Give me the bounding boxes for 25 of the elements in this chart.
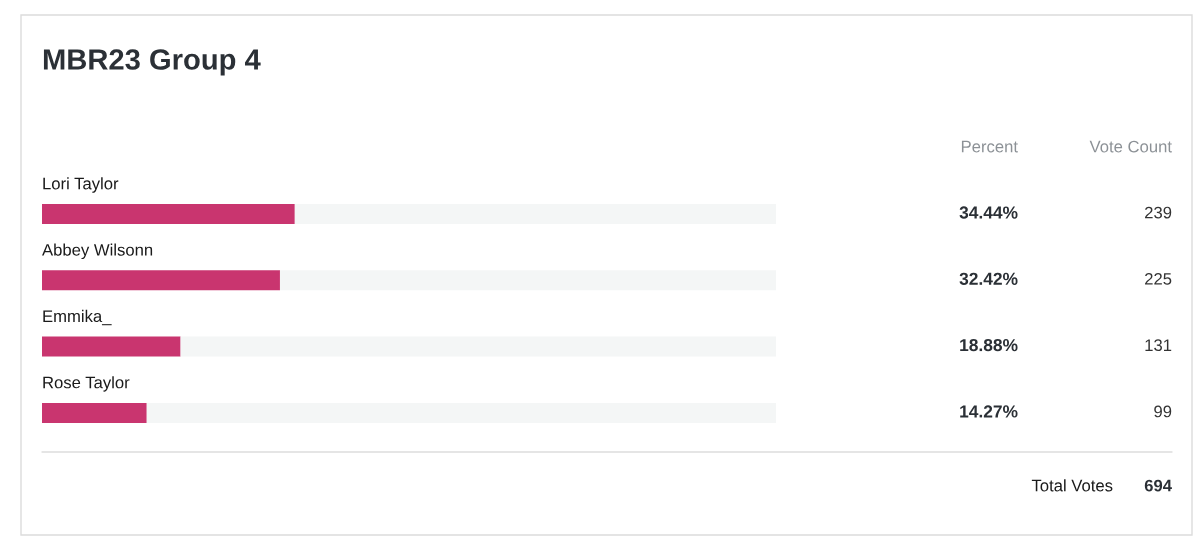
bar — [146, 402, 776, 423]
data-label: 18.88% — [960, 338, 1018, 352]
bar — [42, 402, 147, 423]
data-label: 32.42% — [959, 272, 1018, 285]
bar — [42, 270, 280, 291]
y-tick-label: Abbey Wilsonn — [42, 243, 153, 260]
data-label: 14.27% — [960, 405, 1018, 418]
text: 239 — [1145, 206, 1172, 219]
y-tick-label: Rose Taylor — [43, 376, 130, 392]
bar — [294, 204, 776, 224]
text: Vote Count — [1089, 140, 1172, 153]
text: 694 — [1144, 479, 1172, 492]
bar — [279, 270, 776, 291]
text: 131 — [1145, 339, 1172, 352]
text: Total Votes — [1031, 479, 1113, 492]
y-tick-label: Emmika_ — [43, 309, 112, 326]
bar — [180, 336, 776, 357]
bar — [42, 204, 295, 224]
y-tick-label: Lori Taylor — [43, 177, 119, 193]
text: 99 — [1154, 405, 1172, 418]
text: Percent — [961, 140, 1018, 153]
text: 225 — [1145, 272, 1172, 285]
chart-title: MBR23 Group 4 — [43, 49, 261, 76]
bar — [42, 336, 181, 357]
data-label: 34.44% — [959, 206, 1018, 219]
